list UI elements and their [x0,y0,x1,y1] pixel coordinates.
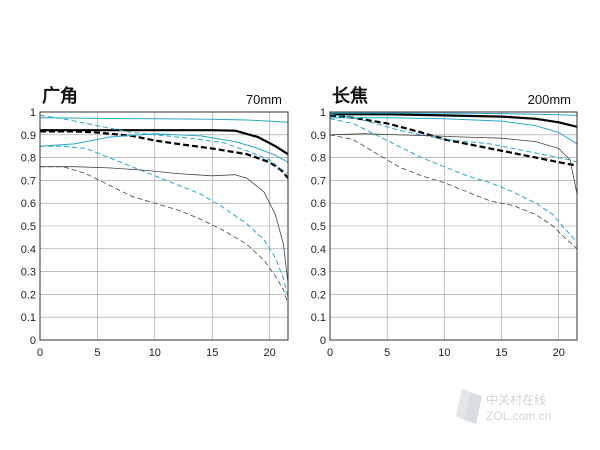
y-tick-label: 0.9 [311,130,326,142]
x-tick-label: 15 [206,347,218,359]
mtf-series-wide-4 [39,133,289,163]
mtf-series-wide-1 [40,129,289,156]
y-tick-label: 0.8 [311,153,326,165]
x-tick-label: 10 [438,347,450,359]
y-tick-label: 0.3 [21,267,36,279]
mtf-series-tele-4 [330,117,578,145]
y-tick-label: 0.8 [21,153,36,165]
y-tick-label: 0.2 [311,289,326,301]
mtf-series-tele-3 [330,112,578,116]
x-tick-label: 5 [94,347,100,359]
x-tick-label: 15 [495,347,507,359]
y-tick-label: 0.7 [21,175,36,187]
x-tick-label: 5 [384,347,390,359]
mtf-series-tele-8 [329,134,578,250]
mtf-series-wide-7 [40,166,289,284]
y-tick-label: 0.2 [21,289,36,301]
focal-length-label-wide: 70mm [246,92,282,107]
y-tick-label: 0.6 [311,198,326,210]
y-tick-label: 1 [320,107,326,119]
y-tick-label: 0.5 [311,221,326,233]
mtf-series-tele-7 [329,133,578,195]
y-tick-label: 0.7 [311,175,326,187]
y-tick-label: 0.5 [21,221,36,233]
mtf-series-tele-2 [329,114,578,167]
y-tick-label: 0.1 [311,312,326,324]
y-tick-label: 0.6 [21,198,36,210]
mtf-series-wide-2 [40,130,289,179]
y-tick-label: 0.9 [21,130,36,142]
x-tick-label: 0 [327,347,333,359]
mtf-series-wide-8 [40,166,289,304]
mtf-series-wide-5 [39,114,289,175]
y-tick-label: 0.4 [21,244,36,256]
y-tick-label: 1 [30,107,36,119]
mtf-series-tele-1 [330,113,578,128]
x-tick-label: 20 [264,347,276,359]
mtf-series-tele-5 [329,113,578,163]
plot-frame [39,111,289,341]
y-tick-label: 0.1 [21,312,36,324]
y-tick-label: 0.3 [311,267,326,279]
watermark-line1: 中关村在线 [486,392,546,407]
gridlines [40,112,288,340]
y-tick-label: 0 [30,335,36,347]
plot-frame [329,111,578,341]
zol-logo-icon [456,388,482,424]
x-tick-label: 20 [553,347,565,359]
chart-title-wide: 广角 [42,85,78,106]
gridlines [330,112,577,340]
x-tick-label: 10 [149,347,161,359]
y-tick-label: 0 [320,335,326,347]
watermark: 中关村在线 ZOL.com.cn [456,388,551,424]
y-tick-label: 0.4 [311,244,326,256]
mtf-series-wide-3 [39,117,289,123]
chart-title-tele: 长焦 [332,85,368,106]
focal-length-label-tele: 200mm [528,92,571,107]
x-tick-label: 0 [37,347,43,359]
mtf-series-tele-6 [329,118,578,243]
watermark-line2: ZOL.com.cn [486,409,551,423]
mtf-series-wide-6 [40,145,289,297]
